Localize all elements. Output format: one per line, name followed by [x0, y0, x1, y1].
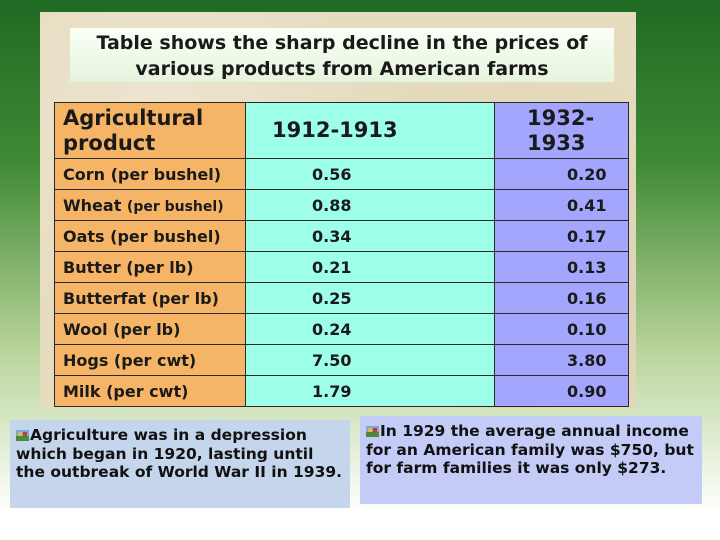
cell-1912: 0.88	[245, 189, 495, 221]
title-line-2: various products from American farms	[135, 58, 549, 80]
cell-1912: 0.24	[245, 313, 495, 345]
cell-1932: 3.80	[494, 344, 629, 376]
cell-1912: 0.34	[245, 220, 495, 252]
note-depression-text: Agriculture was in a depression which be…	[16, 426, 343, 481]
cell-1912: 0.56	[245, 158, 495, 190]
cell-product: Milk (per cwt)	[54, 375, 246, 407]
slide-title: Table shows the sharp decline in the pri…	[70, 28, 614, 82]
cell-product: Corn (per bushel)	[54, 158, 246, 190]
cell-product: Hogs (per cwt)	[54, 344, 246, 376]
bullet-icon	[16, 430, 29, 441]
bullet-icon	[366, 426, 379, 437]
cell-product: Wheat (per bushel)	[54, 189, 246, 221]
title-line-1: Table shows the sharp decline in the pri…	[96, 32, 588, 54]
cell-1912: 0.25	[245, 282, 495, 314]
cell-product: Wool (per lb)	[54, 313, 246, 345]
cell-product: Butterfat (per lb)	[54, 282, 246, 314]
table-row: Corn (per bushel) 0.56 0.20	[54, 158, 629, 190]
cell-1932: 0.13	[494, 251, 629, 283]
cell-1932: 0.16	[494, 282, 629, 314]
table-row: Hogs (per cwt) 7.50 3.80	[54, 344, 629, 376]
cell-1912: 1.79	[245, 375, 495, 407]
note-income: In 1929 the average annual income for an…	[360, 416, 702, 504]
header-1912: 1912-1913	[245, 102, 495, 159]
product-unit: (per bushel)	[126, 198, 224, 215]
note-depression: Agriculture was in a depression which be…	[10, 420, 350, 508]
header-1932: 1932-1933	[494, 102, 629, 159]
cell-1932: 0.17	[494, 220, 629, 252]
table-row: Butterfat (per lb) 0.25 0.16	[54, 282, 629, 314]
table-row: Butter (per lb) 0.21 0.13	[54, 251, 629, 283]
product-name: Wheat	[63, 195, 122, 215]
cell-1932: 0.90	[494, 375, 629, 407]
cell-1932: 0.41	[494, 189, 629, 221]
table-header-row: Agricultural product 1912-1913 1932-1933	[54, 102, 629, 159]
cell-1932: 0.10	[494, 313, 629, 345]
cell-product: Butter (per lb)	[54, 251, 246, 283]
price-table: Agricultural product 1912-1913 1932-1933…	[54, 102, 629, 407]
cell-product: Oats (per bushel)	[54, 220, 246, 252]
table-row: Wool (per lb) 0.24 0.10	[54, 313, 629, 345]
header-product: Agricultural product	[54, 102, 246, 159]
cell-1912: 0.21	[245, 251, 495, 283]
cell-1912: 7.50	[245, 344, 495, 376]
note-income-text: In 1929 the average annual income for an…	[366, 422, 694, 477]
table-row: Oats (per bushel) 0.34 0.17	[54, 220, 629, 252]
table-row: Milk (per cwt) 1.79 0.90	[54, 375, 629, 407]
cell-1932: 0.20	[494, 158, 629, 190]
table-row: Wheat (per bushel) 0.88 0.41	[54, 189, 629, 221]
